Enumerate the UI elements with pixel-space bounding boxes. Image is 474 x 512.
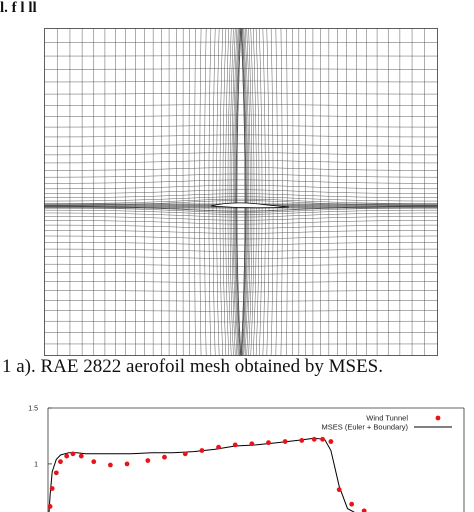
data-point-wind-tunnel (182, 451, 188, 457)
data-point-wind-tunnel (361, 508, 367, 512)
structured-mesh-icon (44, 28, 438, 356)
data-point-wind-tunnel (78, 453, 84, 459)
mesh-border (44, 28, 438, 356)
data-point-wind-tunnel (328, 439, 334, 444)
data-point-wind-tunnel (124, 461, 130, 467)
data-point-wind-tunnel (311, 436, 317, 442)
data-point-wind-tunnel (145, 458, 151, 463)
top-text-fragment: l. f l ll (0, 0, 37, 16)
data-point-wind-tunnel (53, 470, 59, 476)
data-point-wind-tunnel (282, 439, 288, 444)
data-point-wind-tunnel (336, 487, 342, 493)
legend-label: MSES (Euler + Boundary) (322, 423, 409, 432)
data-point-wind-tunnel (91, 459, 97, 465)
data-point-wind-tunnel (162, 454, 167, 460)
data-point-wind-tunnel (266, 440, 271, 446)
data-point-wind-tunnel (70, 451, 76, 457)
figure-caption: 1 a). RAE 2822 aerofoil mesh obtained by… (2, 356, 384, 377)
data-point-wind-tunnel (320, 436, 325, 442)
aerofoil-shape (210, 202, 290, 209)
mesh-lines (44, 28, 438, 356)
aerofoil-mesh-figure (44, 28, 438, 356)
data-point-wind-tunnel (349, 501, 355, 507)
data-point-wind-tunnel (58, 459, 63, 465)
data-point-wind-tunnel (49, 486, 55, 491)
data-point-wind-tunnel (64, 453, 70, 459)
y-tick-label: 1.5 (28, 406, 38, 413)
y-tick-label: 1 (34, 461, 38, 468)
data-point-wind-tunnel (47, 504, 53, 509)
data-point-wind-tunnel (249, 441, 255, 447)
legend-label: Wind Tunnel (366, 414, 408, 423)
legend-marker (435, 415, 441, 421)
data-point-wind-tunnel (232, 442, 238, 448)
data-point-wind-tunnel (108, 462, 113, 468)
series-line-mses (48, 437, 355, 512)
data-point-wind-tunnel (216, 444, 221, 450)
data-point-wind-tunnel (299, 438, 305, 443)
data-point-wind-tunnel (199, 448, 205, 453)
